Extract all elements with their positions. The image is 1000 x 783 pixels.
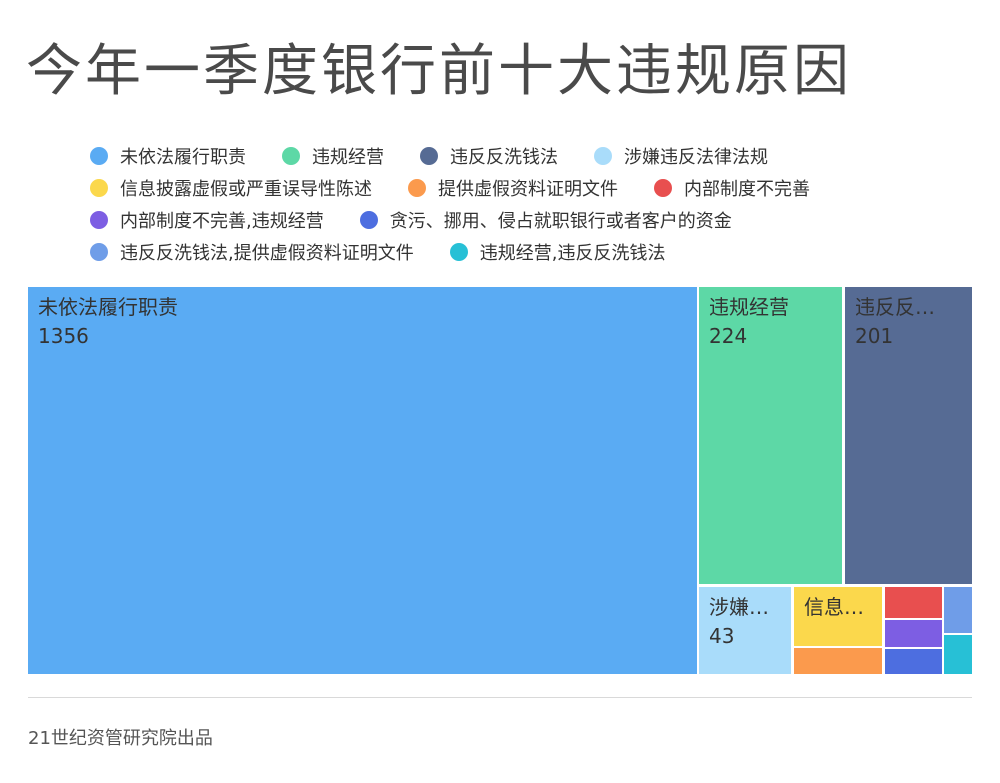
- treemap-cell[interactable]: [699, 287, 842, 584]
- legend-color-dot: [408, 179, 426, 197]
- legend-label: 内部制度不完善: [684, 179, 810, 200]
- divider: [28, 697, 972, 698]
- treemap-cell[interactable]: [885, 649, 942, 674]
- cell-label: 未依法履行职责: [38, 295, 178, 319]
- legend-label: 提供虚假资料证明文件: [438, 179, 618, 200]
- legend-row: 违反反洗钱法,提供虚假资料证明文件 违规经营,违反反洗钱法: [90, 236, 970, 268]
- legend-color-dot: [420, 147, 438, 165]
- cell-label: 信息…: [804, 595, 864, 619]
- legend-row: 未依法履行职责 违规经营 违反反洗钱法 涉嫌违反法律法规: [90, 140, 970, 172]
- legend-color-dot: [90, 243, 108, 261]
- legend-color-dot: [449, 243, 468, 261]
- legend-color-dot: [90, 211, 108, 229]
- cell-label: 违规经营: [709, 295, 789, 319]
- legend-item[interactable]: 违规经营: [282, 143, 384, 169]
- legend: 未依法履行职责 违规经营 违反反洗钱法 涉嫌违反法律法规信息披露虚假或严重误导性陈述 提…: [90, 140, 970, 268]
- treemap-chart: 未依法履行职责 1356 违规经营 224 违反反… 201 涉嫌… 43 信息…: [28, 287, 972, 674]
- legend-color-dot: [594, 147, 612, 165]
- treemap-cell[interactable]: [885, 587, 942, 618]
- legend-color-dot: [90, 147, 108, 165]
- cell-label: 涉嫌…: [709, 595, 769, 619]
- legend-label: 信息披露虚假或严重误导性陈述: [120, 179, 372, 200]
- chart-title: 今年一季度银行前十大违规原因: [26, 39, 852, 104]
- legend-color-dot: [90, 179, 108, 197]
- legend-item[interactable]: 未依法履行职责: [90, 143, 246, 169]
- treemap-cell[interactable]: [944, 587, 972, 633]
- legend-row: 信息披露虚假或严重误导性陈述 提供虚假资料证明文件 内部制度不完善: [90, 172, 970, 204]
- treemap-cell[interactable]: [885, 620, 942, 647]
- legend-label: 违反反洗钱法: [450, 147, 558, 168]
- legend-item[interactable]: 涉嫌违反法律法规: [594, 143, 768, 169]
- legend-label: 违反反洗钱法,提供虚假资料证明文件: [120, 243, 414, 264]
- cell-label: 违反反…: [855, 295, 935, 319]
- legend-item[interactable]: 内部制度不完善: [654, 175, 810, 201]
- legend-row: 内部制度不完善,违规经营 贪污、挪用、侵占就职银行或者客户的资金: [90, 204, 970, 236]
- legend-item[interactable]: 内部制度不完善,违规经营: [90, 207, 324, 233]
- treemap-cell[interactable]: [794, 648, 882, 674]
- treemap-cell[interactable]: [845, 287, 972, 584]
- legend-label: 未依法履行职责: [120, 147, 246, 168]
- legend-color-dot: [359, 211, 378, 229]
- legend-label: 违规经营: [312, 147, 384, 168]
- legend-color-dot: [654, 179, 672, 197]
- cell-value: 201: [855, 324, 893, 348]
- cell-value: 224: [709, 324, 747, 348]
- treemap-cell[interactable]: [28, 287, 697, 674]
- legend-item[interactable]: 贪污、挪用、侵占就职银行或者客户的资金: [359, 207, 732, 233]
- legend-item[interactable]: 违反反洗钱法,提供虚假资料证明文件: [90, 239, 414, 265]
- legend-item[interactable]: 信息披露虚假或严重误导性陈述: [90, 175, 372, 201]
- treemap-cell[interactable]: [699, 587, 791, 674]
- legend-color-dot: [282, 147, 300, 165]
- legend-item[interactable]: 提供虚假资料证明文件: [408, 175, 618, 201]
- treemap-cell[interactable]: [944, 635, 972, 674]
- legend-label: 涉嫌违反法律法规: [624, 147, 768, 168]
- legend-item[interactable]: 违规经营,违反反洗钱法: [449, 239, 666, 265]
- legend-item[interactable]: 违反反洗钱法: [420, 143, 558, 169]
- legend-label: 违规经营,违反反洗钱法: [479, 243, 666, 264]
- treemap-cell[interactable]: [794, 587, 882, 646]
- cell-value: 43: [709, 624, 734, 648]
- legend-label: 贪污、挪用、侵占就职银行或者客户的资金: [389, 211, 732, 232]
- legend-label: 内部制度不完善,违规经营: [120, 211, 324, 232]
- source-credit: 21世纪资管研究院出品: [28, 728, 213, 749]
- cell-value: 1356: [38, 324, 89, 348]
